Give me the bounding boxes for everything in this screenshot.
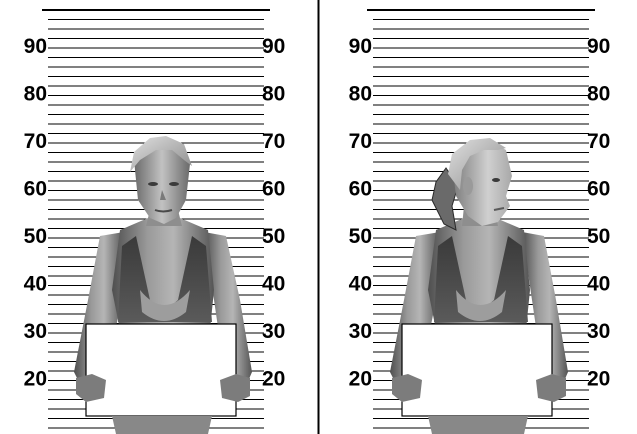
side-right-arm — [522, 232, 568, 386]
side-chest-shade — [456, 290, 506, 321]
mouth — [154, 209, 173, 213]
side-ear — [463, 177, 473, 195]
face — [134, 138, 190, 224]
height-label-right: 20 — [262, 368, 285, 391]
height-label-left: 40 — [349, 273, 372, 296]
right-arm — [204, 232, 252, 386]
height-label-left: 50 — [349, 225, 372, 248]
height-label-right: 20 — [587, 368, 610, 391]
figure-side — [390, 138, 568, 434]
height-label-right: 70 — [587, 130, 610, 153]
height-label-right: 60 — [262, 178, 285, 201]
height-label-right: 90 — [262, 35, 285, 58]
height-label-left: 70 — [24, 130, 47, 153]
height-label-right: 50 — [262, 225, 285, 248]
height-label-right: 50 — [587, 225, 610, 248]
placard-front — [85, 323, 237, 417]
side-hair — [448, 138, 506, 190]
height-label-left: 70 — [349, 130, 372, 153]
height-label-right: 80 — [262, 83, 285, 106]
height-label-left: 80 — [24, 83, 47, 106]
height-label-right: 70 — [262, 130, 285, 153]
height-label-left: 40 — [24, 273, 47, 296]
height-chart-right: 90 90 80 80 70 70 60 60 50 50 40 40 30 30 20 20 — [349, 9, 611, 434]
side-right-fist — [536, 374, 566, 402]
height-label-right: 30 — [587, 320, 610, 343]
left-eye — [148, 182, 158, 186]
placard-side — [401, 323, 553, 417]
height-label-left: 30 — [24, 320, 47, 343]
height-label-right: 90 — [587, 35, 610, 58]
height-label-left: 20 — [24, 368, 47, 391]
height-label-right: 40 — [587, 273, 610, 296]
height-label-right: 30 — [262, 320, 285, 343]
height-label-left: 90 — [349, 35, 372, 58]
height-labels-right: 90 90 80 80 70 70 60 60 50 50 40 40 30 30 20 20 — [349, 35, 611, 391]
hips — [112, 416, 212, 434]
height-label-left: 20 — [349, 368, 372, 391]
height-label-right: 60 — [587, 178, 610, 201]
height-label-left: 90 — [24, 35, 47, 58]
right-fist — [220, 374, 250, 402]
figure-front — [74, 136, 252, 434]
nose — [160, 190, 166, 200]
side-hips — [428, 416, 528, 434]
side-eye — [492, 178, 500, 182]
height-label-left: 80 — [349, 83, 372, 106]
side-face — [452, 140, 512, 226]
side-left-fist — [392, 374, 422, 402]
height-labels-left: 90 90 80 80 70 70 60 60 50 50 40 40 30 30 20 20 — [24, 35, 286, 391]
height-label-left: 30 — [349, 320, 372, 343]
height-label-left: 60 — [24, 178, 47, 201]
height-label-right: 40 — [262, 273, 285, 296]
height-label-left: 50 — [24, 225, 47, 248]
chest-shade — [140, 290, 190, 321]
right-eye — [169, 182, 179, 186]
height-label-right: 80 — [587, 83, 610, 106]
side-mouth — [493, 207, 505, 211]
hair — [130, 136, 192, 172]
left-fist — [76, 374, 106, 402]
height-label-left: 60 — [349, 178, 372, 201]
height-chart-left: 90 90 80 80 70 70 60 60 50 50 40 40 30 30 20 20 — [24, 9, 286, 434]
